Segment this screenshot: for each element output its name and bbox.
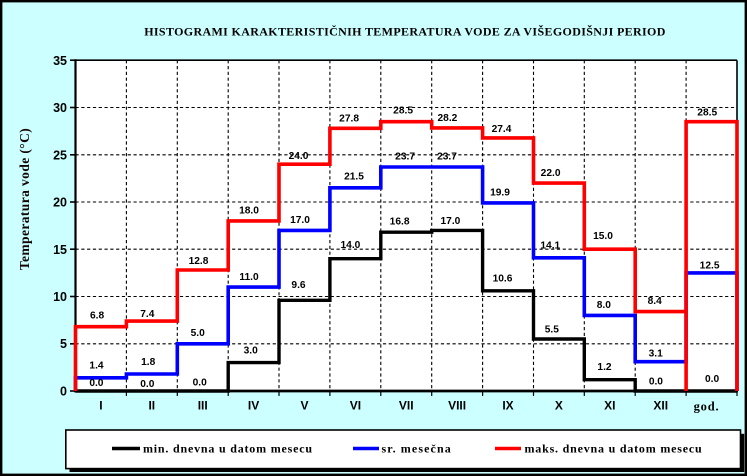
svg-text:28.2: 28.2	[437, 113, 457, 124]
svg-text:0.0: 0.0	[193, 378, 207, 389]
svg-text:god.: god.	[694, 400, 720, 414]
svg-text:1.4: 1.4	[89, 361, 103, 372]
svg-text:7.4: 7.4	[140, 309, 154, 320]
svg-text:I: I	[99, 398, 102, 412]
svg-text:10.6: 10.6	[493, 274, 513, 285]
svg-text:8.4: 8.4	[648, 296, 662, 307]
svg-text:28.5: 28.5	[393, 106, 413, 117]
svg-text:VII: VII	[399, 398, 414, 412]
svg-text:15.0: 15.0	[593, 231, 613, 242]
svg-text:Temperatura vode (°C): Temperatura vode (°C)	[17, 128, 32, 270]
svg-text:15: 15	[53, 243, 67, 257]
svg-text:3.0: 3.0	[244, 345, 258, 356]
svg-text:18.0: 18.0	[239, 206, 259, 217]
svg-text:0.0: 0.0	[649, 377, 663, 388]
svg-text:VIII: VIII	[448, 398, 466, 412]
svg-text:28.5: 28.5	[697, 108, 717, 119]
svg-text:sr. mesečna: sr. mesečna	[382, 442, 452, 456]
svg-text:0.0: 0.0	[89, 378, 103, 389]
svg-text:17.0: 17.0	[290, 215, 310, 226]
svg-text:16.8: 16.8	[390, 217, 410, 228]
svg-text:maks. dnevna u datom mesecu: maks. dnevna u datom mesecu	[525, 442, 703, 456]
svg-text:27.8: 27.8	[339, 113, 359, 124]
svg-text:XI: XI	[604, 398, 615, 412]
svg-text:25: 25	[53, 148, 67, 162]
svg-text:3.1: 3.1	[649, 348, 663, 359]
svg-text:V: V	[300, 398, 308, 412]
svg-text:0: 0	[60, 385, 67, 399]
svg-text:23.7: 23.7	[437, 152, 457, 163]
svg-text:5.5: 5.5	[545, 325, 559, 336]
svg-text:11.0: 11.0	[239, 272, 259, 283]
svg-text:12.8: 12.8	[189, 256, 209, 267]
svg-text:IX: IX	[502, 398, 513, 412]
svg-text:5.0: 5.0	[191, 328, 205, 339]
svg-text:VI: VI	[350, 398, 361, 412]
svg-text:5: 5	[60, 337, 67, 351]
svg-text:19.9: 19.9	[490, 187, 510, 198]
svg-text:30: 30	[53, 101, 67, 115]
svg-text:8.0: 8.0	[597, 300, 611, 311]
svg-text:III: III	[198, 398, 208, 412]
svg-text:14.0: 14.0	[340, 240, 360, 251]
svg-text:20: 20	[53, 196, 67, 210]
svg-text:9.6: 9.6	[291, 280, 305, 291]
svg-text:23.7: 23.7	[395, 152, 415, 163]
svg-text:0.0: 0.0	[140, 379, 154, 390]
svg-text:HISTOGRAMI KARAKTERISTIČNIH TE: HISTOGRAMI KARAKTERISTIČNIH TEMPERATURA …	[144, 25, 666, 39]
svg-text:6.8: 6.8	[90, 310, 104, 321]
svg-text:1.2: 1.2	[597, 362, 611, 373]
svg-text:IV: IV	[248, 398, 259, 412]
svg-text:II: II	[148, 398, 155, 412]
svg-text:24.0: 24.0	[289, 151, 309, 162]
svg-text:17.0: 17.0	[440, 216, 460, 227]
svg-text:35: 35	[53, 54, 67, 68]
svg-text:1.8: 1.8	[141, 357, 155, 368]
svg-text:X: X	[555, 398, 563, 412]
svg-text:27.4: 27.4	[492, 124, 512, 135]
svg-text:min. dnevna u datom mesecu: min. dnevna u datom mesecu	[143, 442, 313, 456]
svg-text:14.1: 14.1	[540, 240, 560, 251]
svg-text:22.0: 22.0	[541, 168, 561, 179]
svg-text:12.5: 12.5	[700, 261, 720, 272]
svg-text:21.5: 21.5	[344, 172, 364, 183]
svg-text:0.0: 0.0	[705, 374, 719, 385]
svg-text:10: 10	[53, 290, 67, 304]
svg-text:XII: XII	[653, 398, 668, 412]
